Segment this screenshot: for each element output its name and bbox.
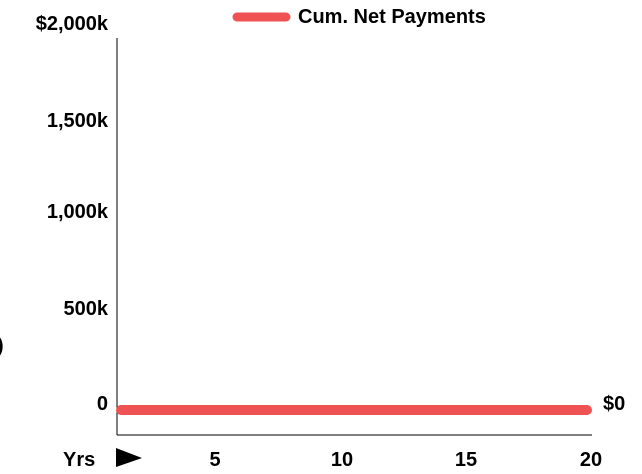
- y-tick-label: 1,500k: [47, 110, 109, 132]
- legend: Cum. Net Payments: [232, 6, 486, 28]
- edge-glyph: ): [0, 335, 4, 357]
- legend-label: Cum. Net Payments: [298, 6, 486, 28]
- x-tick-labels: 5 10 15 20: [209, 449, 602, 471]
- y-tick-label: 500k: [64, 298, 109, 320]
- x-tick-label: 10: [331, 449, 353, 471]
- x-axis-label: Yrs: [63, 449, 95, 471]
- x-tick-label: 20: [580, 449, 602, 471]
- x-axis-arrow-icon: [116, 448, 142, 467]
- x-tick-label: 5: [209, 449, 220, 471]
- x-tick-label: 15: [455, 449, 477, 471]
- y-tick-label: 1,000k: [47, 201, 109, 223]
- series-end-label: $0: [603, 393, 625, 415]
- y-tick-label: $2,000k: [36, 13, 109, 35]
- y-tick-labels: $2,000k 1,500k 1,000k 500k 0: [36, 13, 109, 415]
- y-tick-label: 0: [97, 393, 108, 415]
